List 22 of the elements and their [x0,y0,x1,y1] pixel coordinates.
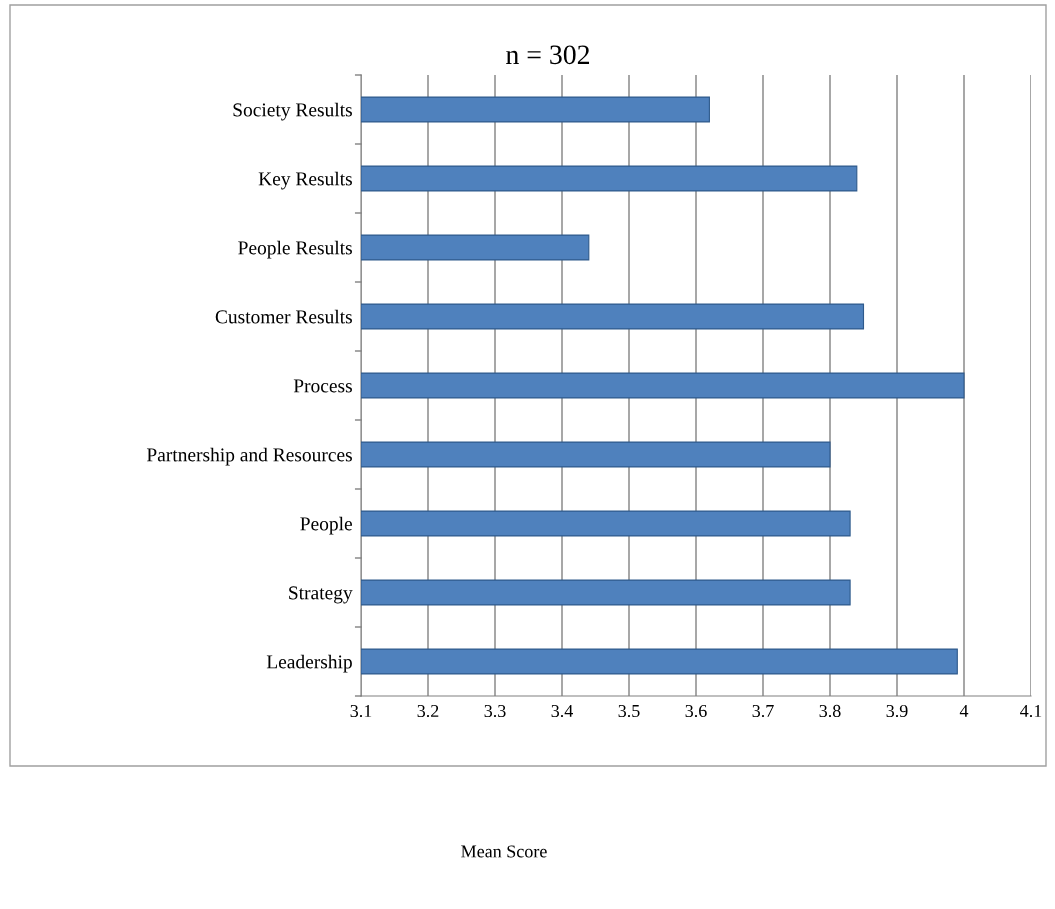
y-tick-label: Key Results [258,171,352,190]
x-tick-label: 4 [959,704,969,717]
x-tick-label: 3.6 [685,704,707,718]
x-tick-label: 3.1 [350,704,372,718]
x-tick-label: 3.5 [618,704,640,718]
text: Mean Score [461,845,547,858]
y-tick-label: People Results [238,240,352,259]
y-tick-label: Society Results [233,102,352,121]
x-tick-label: 3.4 [551,704,573,718]
y-tick-label: People [300,516,352,535]
y-tick-label: Process [293,379,352,393]
x-tick-label: 3.9 [886,704,908,718]
y-tick-label: Customer Results [215,309,352,324]
chart-title: n = 302 [506,45,590,65]
y-tick-label: Partnership and Resources [146,447,352,466]
x-tick-label: 3.8 [819,704,841,718]
x-tick-label: 3.3 [484,704,506,718]
y-tick-label: Leadership [266,654,352,673]
x-tick-label: 3.7 [752,704,774,718]
y-tick-label: Strategy [289,586,353,604]
x-tick-label: 3.2 [417,704,439,718]
x-tick-label: 4.1 [1020,704,1042,718]
